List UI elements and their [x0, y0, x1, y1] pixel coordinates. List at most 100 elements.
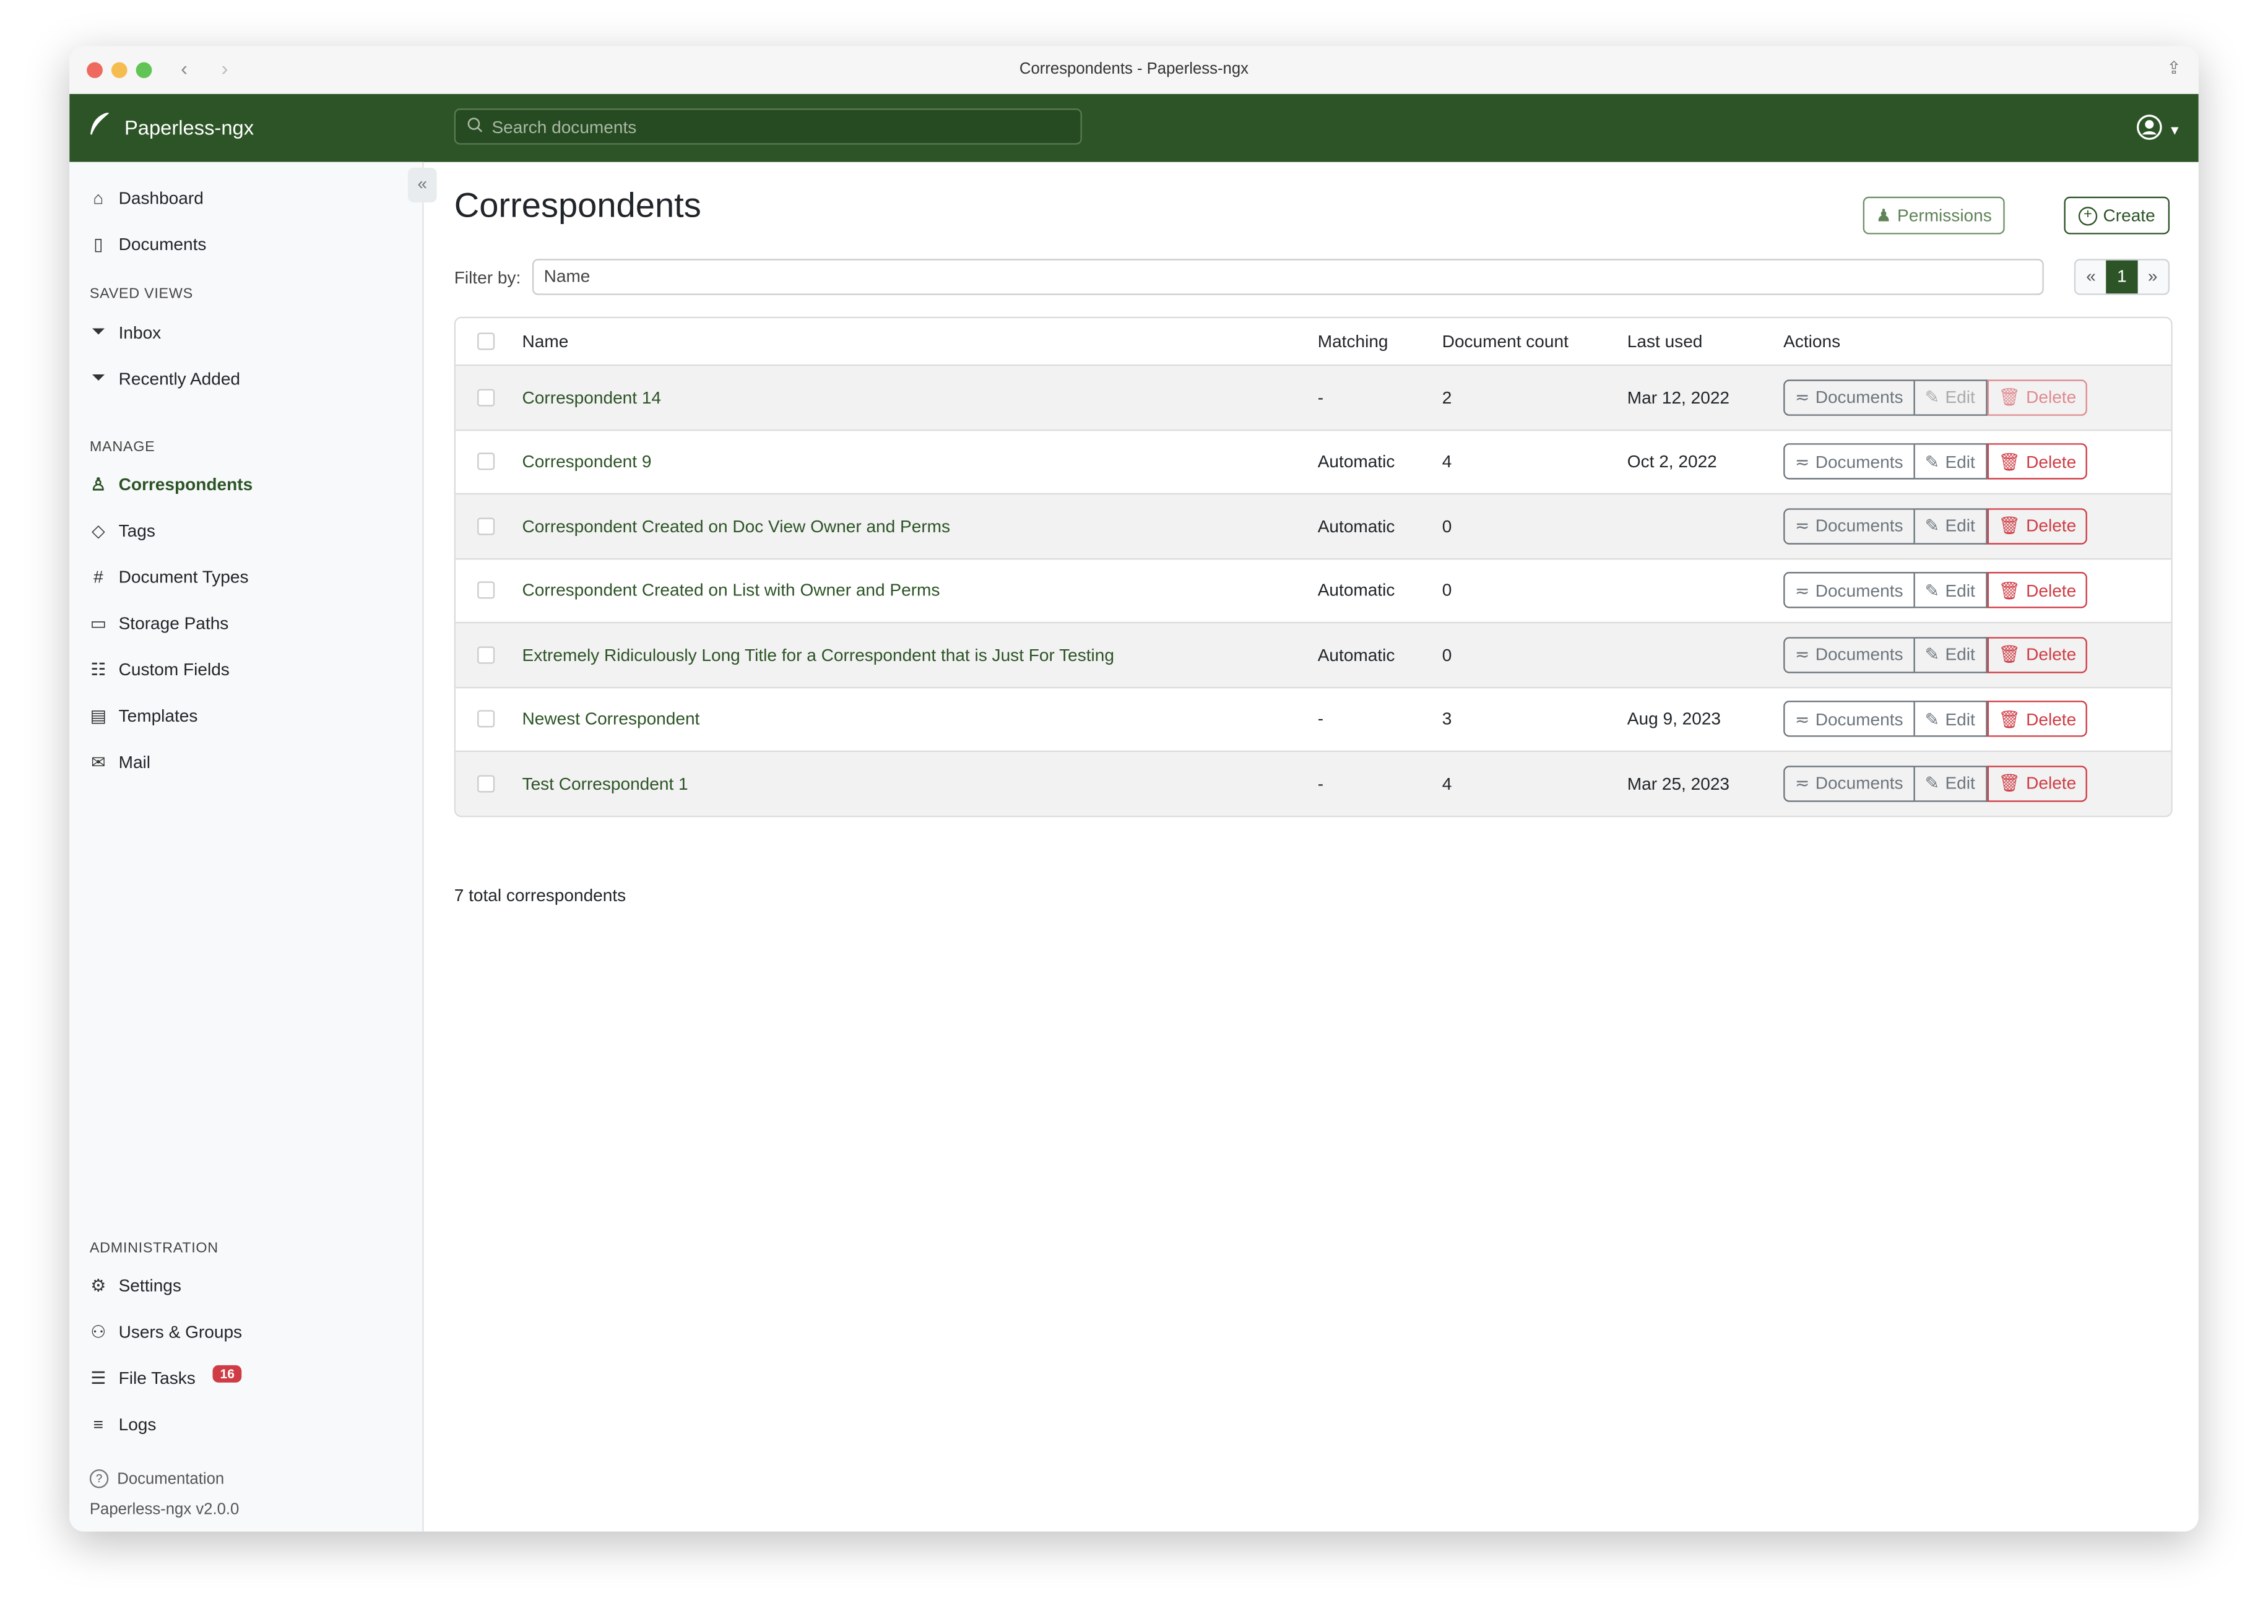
leaf-logo-icon — [90, 112, 110, 140]
documents-label: Documents — [1815, 580, 1903, 601]
caret-down-icon: ▼ — [2168, 123, 2181, 137]
edit-button[interactable]: ✎ Edit — [1915, 701, 1987, 738]
correspondent-name-link[interactable]: Extremely Ridiculously Long Title for a … — [522, 644, 1114, 665]
sidebar-item-file-tasks[interactable]: ☰ File Tasks 16 — [90, 1365, 242, 1388]
sidebar-item-custom-fields[interactable]: ☷ Custom Fields — [90, 660, 230, 680]
column-header-matching[interactable]: Matching — [1317, 331, 1388, 352]
search-input[interactable]: Search documents — [454, 108, 1082, 145]
sidebar-item-label: Document Types — [118, 566, 249, 587]
correspondent-name-link[interactable]: Test Correspondent 1 — [522, 773, 688, 794]
row-actions: ≂ Documents ✎ Edit 🗑 Delete — [1783, 443, 2088, 480]
sidebar-item-dashboard[interactable]: ⌂ Dashboard — [90, 188, 203, 209]
permissions-button[interactable]: ♟ Permissions — [1863, 196, 2005, 235]
row-checkbox[interactable] — [477, 646, 495, 663]
pagination-page[interactable]: 1 — [2106, 260, 2137, 294]
documents-button[interactable]: ≂ Documents — [1783, 443, 1915, 480]
delete-button[interactable]: 🗑 Delete — [1986, 701, 2088, 738]
documents-button[interactable]: ≂ Documents — [1783, 508, 1915, 545]
delete-button[interactable]: 🗑 Delete — [1986, 508, 2088, 545]
column-header-last-used[interactable]: Last used — [1627, 331, 1703, 352]
edit-button[interactable]: ✎ Edit — [1915, 572, 1987, 609]
forward-icon[interactable]: › — [221, 56, 228, 80]
edit-button[interactable]: ✎ Edit — [1915, 379, 1987, 416]
documentation-link[interactable]: ? Documentation — [89, 1469, 224, 1488]
sidebar-item-inbox[interactable]: ⏷ Inbox — [90, 321, 162, 343]
file-text-icon: ▤ — [90, 706, 107, 727]
sidebar-item-document-types[interactable]: # Document Types — [90, 566, 249, 587]
filter-label: Filter by: — [454, 267, 521, 288]
edit-button[interactable]: ✎ Edit — [1915, 636, 1987, 673]
sidebar-item-settings[interactable]: ⚙ Settings — [90, 1276, 181, 1296]
sidebar: ⌂ Dashboard ▯ Documents SAVED VIEWS ⏷ Inbox… — [69, 162, 424, 1532]
user-menu-button[interactable]: ▼ — [2137, 114, 2181, 145]
matching-value: Automatic — [1317, 451, 1395, 472]
sidebar-item-tags[interactable]: ◇ Tags — [90, 520, 155, 541]
back-icon[interactable]: ‹ — [181, 56, 188, 80]
pagination-next[interactable]: » — [2147, 266, 2158, 287]
row-checkbox[interactable] — [477, 517, 495, 535]
matching-value: Automatic — [1317, 516, 1395, 537]
filter-icon: ≂ — [1794, 644, 1810, 665]
column-header-document-count[interactable]: Document count — [1442, 331, 1569, 352]
permissions-label: Permissions — [1897, 205, 1992, 226]
sidebar-item-label: Templates — [118, 706, 198, 727]
edit-button[interactable]: ✎ Edit — [1915, 765, 1987, 802]
delete-button[interactable]: 🗑 Delete — [1986, 636, 2088, 673]
pencil-icon: ✎ — [1924, 387, 1940, 408]
collapse-sidebar-button[interactable]: « — [407, 168, 437, 203]
maximize-window-button[interactable] — [136, 62, 152, 79]
sidebar-item-storage-paths[interactable]: ▭ Storage Paths — [90, 613, 229, 634]
edit-button[interactable]: ✎ Edit — [1915, 508, 1987, 545]
row-checkbox[interactable] — [477, 388, 495, 407]
pagination-prev[interactable]: « — [2086, 266, 2096, 287]
select-all-checkbox[interactable] — [477, 332, 495, 350]
sidebar-item-label: Inbox — [118, 321, 162, 342]
ui-radios-icon: ☷ — [90, 659, 106, 680]
share-icon[interactable]: ⇪ — [2166, 58, 2181, 79]
delete-button[interactable]: 🗑 Delete — [1986, 572, 2088, 609]
documents-button[interactable]: ≂ Documents — [1783, 379, 1915, 416]
documents-label: Documents — [1815, 709, 1903, 730]
sidebar-item-recently-added[interactable]: ⏷ Recently Added — [90, 368, 240, 389]
sidebar-item-logs[interactable]: ≡ Logs — [90, 1414, 157, 1435]
table-row: Correspondent Created on List with Owner… — [456, 557, 2171, 622]
text-left-icon: ≡ — [93, 1414, 104, 1435]
row-checkbox[interactable] — [477, 710, 495, 728]
correspondent-name-link[interactable]: Correspondent Created on Doc View Owner … — [522, 516, 951, 537]
table-header: Name Matching Document count Last used A… — [456, 318, 2171, 365]
row-checkbox[interactable] — [477, 452, 495, 471]
sidebar-item-mail[interactable]: ✉ Mail — [90, 752, 150, 772]
pencil-icon: ✎ — [1924, 516, 1940, 537]
document-count: 0 — [1442, 580, 1452, 601]
delete-button[interactable]: 🗑 Delete — [1986, 443, 2088, 480]
documents-label: Documents — [1815, 387, 1903, 408]
column-header-name[interactable]: Name — [522, 331, 569, 352]
edit-label: Edit — [1945, 387, 1975, 408]
row-actions: ≂ Documents ✎ Edit 🗑 Delete — [1783, 765, 2088, 802]
sidebar-item-correspondents[interactable]: ♙ Correspondents — [90, 474, 253, 495]
trash-icon: 🗑 — [1998, 644, 2020, 665]
sidebar-item-users-groups[interactable]: ⚇ Users & Groups — [90, 1322, 242, 1342]
filter-name-input[interactable]: Name — [532, 259, 2044, 295]
minimize-window-button[interactable] — [111, 62, 128, 79]
filter-icon: ≂ — [1794, 387, 1810, 408]
documents-button[interactable]: ≂ Documents — [1783, 765, 1915, 802]
correspondent-name-link[interactable]: Correspondent 9 — [522, 451, 652, 472]
correspondent-name-link[interactable]: Correspondent Created on List with Owner… — [522, 580, 940, 601]
delete-button[interactable]: 🗑 Delete — [1986, 379, 2088, 416]
correspondent-name-link[interactable]: Newest Correspondent — [522, 709, 700, 730]
documents-button[interactable]: ≂ Documents — [1783, 701, 1915, 738]
pencil-icon: ✎ — [1924, 644, 1940, 665]
correspondent-name-link[interactable]: Correspondent 14 — [522, 387, 662, 408]
close-window-button[interactable] — [87, 62, 103, 79]
row-checkbox[interactable] — [477, 581, 495, 599]
sidebar-item-templates[interactable]: ▤ Templates — [90, 706, 198, 726]
documents-button[interactable]: ≂ Documents — [1783, 572, 1915, 609]
sidebar-item-documents[interactable]: ▯ Documents — [90, 235, 206, 255]
edit-button[interactable]: ✎ Edit — [1915, 443, 1987, 480]
documents-button[interactable]: ≂ Documents — [1783, 636, 1915, 673]
create-button[interactable]: + Create — [2064, 196, 2170, 235]
row-checkbox[interactable] — [477, 774, 495, 792]
brand[interactable]: Paperless-ngx — [90, 112, 254, 140]
delete-button[interactable]: 🗑 Delete — [1986, 765, 2088, 802]
